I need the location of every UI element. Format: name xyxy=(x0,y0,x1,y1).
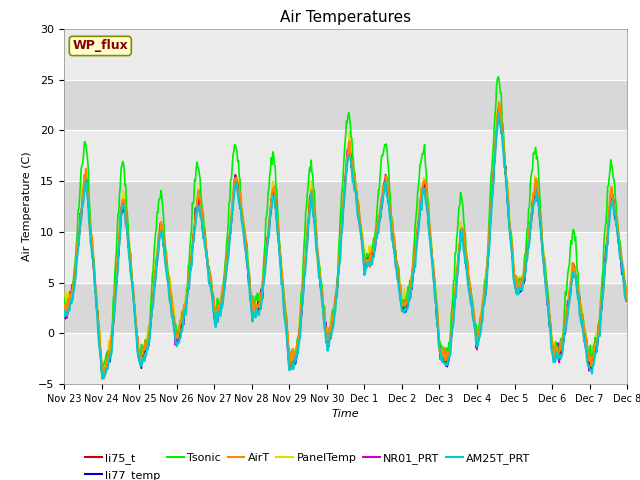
Bar xyxy=(64,232,627,283)
Bar xyxy=(64,29,627,80)
Bar xyxy=(64,130,627,181)
Legend: li75_t, li77_temp, Tsonic, AirT, PanelTemp, NR01_PRT, AM25T_PRT: li75_t, li77_temp, Tsonic, AirT, PanelTe… xyxy=(81,449,534,480)
Bar xyxy=(64,283,627,333)
Title: Air Temperatures: Air Temperatures xyxy=(280,10,411,25)
X-axis label: Time: Time xyxy=(332,409,360,419)
Bar xyxy=(64,181,627,232)
Y-axis label: Air Temperature (C): Air Temperature (C) xyxy=(22,152,33,261)
Text: WP_flux: WP_flux xyxy=(72,39,128,52)
Bar xyxy=(64,333,627,384)
Bar xyxy=(64,80,627,130)
